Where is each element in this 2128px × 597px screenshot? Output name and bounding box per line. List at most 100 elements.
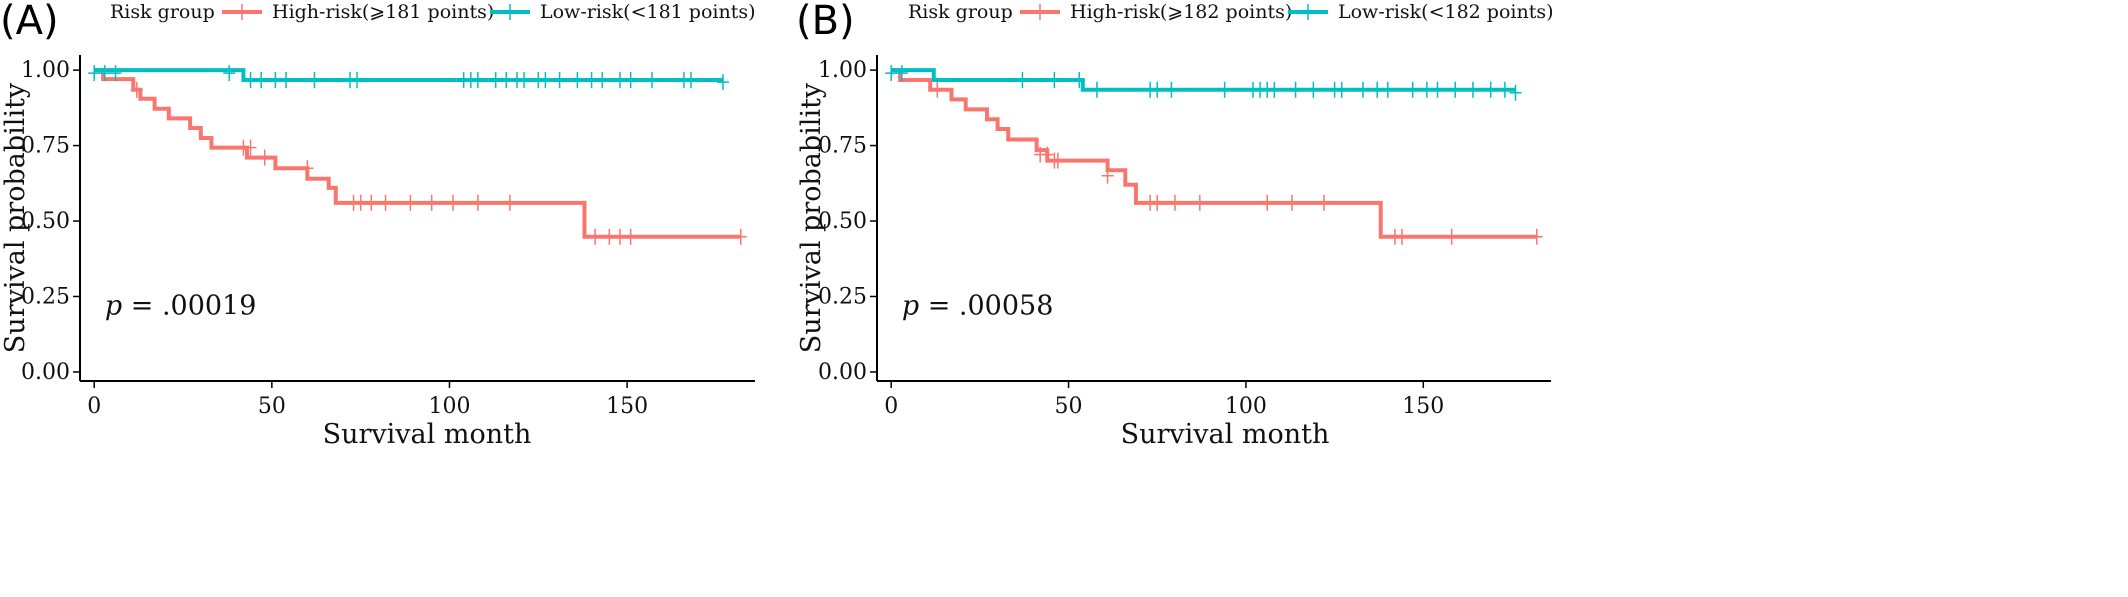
legend-title-a: Risk group bbox=[110, 1, 215, 23]
censor-mark-high-risk-a bbox=[624, 228, 637, 245]
censor-mark-high-risk-a bbox=[589, 228, 602, 245]
x-tick-label-b: 150 bbox=[1402, 394, 1444, 419]
censor-mark-high-risk-a bbox=[301, 160, 314, 177]
censor-mark-high-risk-b bbox=[1101, 167, 1114, 184]
censor-mark-high-risk-b bbox=[1286, 194, 1299, 211]
km-curves-b bbox=[885, 65, 1543, 245]
legend-label-low-b: Low-risk(<182 points) bbox=[1338, 1, 1554, 23]
censor-mark-high-risk-a bbox=[379, 194, 392, 211]
censor-mark-low-risk-a bbox=[98, 65, 111, 82]
censor-mark-low-risk-b bbox=[1431, 81, 1444, 98]
x-axis-title-b: Survival month bbox=[1121, 419, 1330, 450]
legend-label-high-b: High-risk(⩾182 points) bbox=[1070, 1, 1292, 23]
censor-mark-high-risk-a bbox=[614, 228, 626, 245]
panel-label-b: (B) bbox=[796, 0, 855, 44]
censor-mark-low-risk-b bbox=[1218, 81, 1231, 98]
censor-mark-low-risk-a bbox=[223, 65, 236, 82]
km-panel-b: (B) Risk group High-risk(⩾182 points) Lo… bbox=[796, 0, 1554, 450]
censor-mark-low-risk-a bbox=[571, 72, 584, 89]
y-tick-label-b: 0.75 bbox=[818, 134, 867, 159]
y-tick-label-b: 0.50 bbox=[818, 209, 867, 234]
censor-mark-high-risk-a bbox=[244, 139, 257, 156]
p-value-text-a: = .00019 bbox=[122, 291, 256, 322]
y-tick-label-b: 1.00 bbox=[818, 58, 867, 83]
censor-mark-high-risk-b bbox=[1445, 228, 1458, 245]
censor-mark-low-risk-a bbox=[88, 65, 101, 82]
y-tick-label-b: 0.25 bbox=[818, 284, 867, 309]
censor-mark-high-risk-b bbox=[1051, 152, 1064, 169]
censor-mark-low-risk-a bbox=[553, 72, 566, 89]
censor-mark-low-risk-b bbox=[1073, 72, 1086, 89]
legend-title-b: Risk group bbox=[908, 1, 1013, 23]
censor-mark-low-risk-a bbox=[500, 72, 513, 89]
panel-label-a: (A) bbox=[0, 0, 59, 44]
censor-mark-low-risk-a bbox=[351, 72, 364, 89]
survival-curve-high-risk-b bbox=[891, 68, 1537, 239]
y-tick-label-a: 0.50 bbox=[21, 209, 70, 234]
censor-mark-high-risk-a bbox=[734, 228, 747, 245]
km-panel-a: (A) Risk group High-risk(⩾181 points) Lo… bbox=[0, 0, 756, 450]
censor-mark-low-risk-b bbox=[1509, 84, 1522, 101]
censor-mark-low-risk-b bbox=[1268, 81, 1281, 98]
y-axis-title-a: Survival probability bbox=[0, 82, 31, 353]
censor-mark-low-risk-b bbox=[1406, 81, 1419, 98]
x-tick-label-a: 50 bbox=[258, 394, 286, 419]
censor-mark-low-risk-b bbox=[1371, 81, 1384, 98]
censor-mark-low-risk-a bbox=[518, 72, 531, 89]
censor-mark-high-risk-b bbox=[1193, 194, 1206, 211]
censor-mark-low-risk-a bbox=[614, 72, 626, 89]
censor-mark-low-risk-b bbox=[1356, 81, 1369, 98]
censor-mark-low-risk-a bbox=[308, 72, 321, 89]
y-tick-label-a: 0.00 bbox=[21, 360, 70, 385]
km-curves-a bbox=[88, 65, 747, 245]
censor-mark-low-risk-b bbox=[1420, 81, 1433, 98]
x-tick-label-b: 100 bbox=[1225, 394, 1267, 419]
censor-mark-high-risk-a bbox=[365, 194, 378, 211]
censor-mark-high-risk-a bbox=[503, 194, 516, 211]
censor-mark-low-risk-b bbox=[1151, 81, 1164, 98]
censor-mark-low-risk-a bbox=[539, 72, 552, 89]
censor-mark-low-risk-b bbox=[1165, 81, 1178, 98]
legend-label-low-a: Low-risk(<181 points) bbox=[540, 1, 756, 23]
x-tick-label-a: 0 bbox=[87, 394, 101, 419]
censor-mark-high-risk-b bbox=[1151, 194, 1164, 211]
survival-curve-low-risk-a bbox=[94, 68, 724, 83]
y-tick-label-a: 0.75 bbox=[21, 134, 70, 159]
censor-mark-low-risk-a bbox=[109, 65, 122, 82]
x-axis-title-a: Survival month bbox=[323, 419, 532, 450]
censor-mark-high-risk-b bbox=[1041, 146, 1054, 163]
censor-mark-low-risk-a bbox=[489, 72, 502, 89]
x-tick-label-b: 0 bbox=[884, 394, 898, 419]
survival-curve-low-risk-b bbox=[891, 68, 1516, 92]
p-value-text-b: = .00058 bbox=[919, 291, 1053, 322]
censor-mark-low-risk-b bbox=[1090, 81, 1103, 98]
y-tick-label-a: 1.00 bbox=[21, 58, 70, 83]
censor-mark-low-risk-a bbox=[471, 72, 484, 89]
censor-mark-high-risk-a bbox=[258, 149, 271, 166]
censor-mark-low-risk-b bbox=[1498, 81, 1511, 98]
x-ticks-a: 0 50 100 150 bbox=[87, 381, 648, 419]
censor-mark-low-risk-a bbox=[645, 72, 658, 89]
censor-mark-low-risk-b bbox=[1381, 81, 1394, 98]
censor-mark-high-risk-b bbox=[1530, 228, 1543, 245]
censor-mark-low-risk-b bbox=[1466, 81, 1479, 98]
y-ticks-b: 0.00 0.25 0.50 0.75 1.00 bbox=[818, 58, 877, 385]
censor-mark-high-risk-a bbox=[130, 81, 143, 98]
legend-a: Risk group High-risk(⩾181 points) Low-ri… bbox=[110, 1, 756, 23]
censor-mark-low-risk-a bbox=[255, 72, 268, 89]
censor-mark-low-risk-a bbox=[596, 72, 609, 89]
x-tick-label-b: 50 bbox=[1055, 394, 1083, 419]
y-ticks-a: 0.00 0.25 0.50 0.75 1.00 bbox=[21, 58, 80, 385]
survival-curve-high-risk-a bbox=[94, 68, 741, 239]
censor-mark-low-risk-a bbox=[280, 72, 293, 89]
censor-mark-low-risk-a bbox=[269, 72, 282, 89]
censor-mark-low-risk-a bbox=[624, 72, 637, 89]
x-tick-label-a: 150 bbox=[606, 394, 648, 419]
censor-mark-high-risk-a bbox=[471, 194, 484, 211]
censor-mark-high-risk-a bbox=[404, 194, 417, 211]
p-value-annotation-b: p = .00058 bbox=[902, 291, 1054, 322]
censor-mark-high-risk-a bbox=[603, 228, 616, 245]
censor-mark-high-risk-b bbox=[1168, 194, 1181, 211]
x-ticks-b: 0 50 100 150 bbox=[884, 381, 1444, 419]
